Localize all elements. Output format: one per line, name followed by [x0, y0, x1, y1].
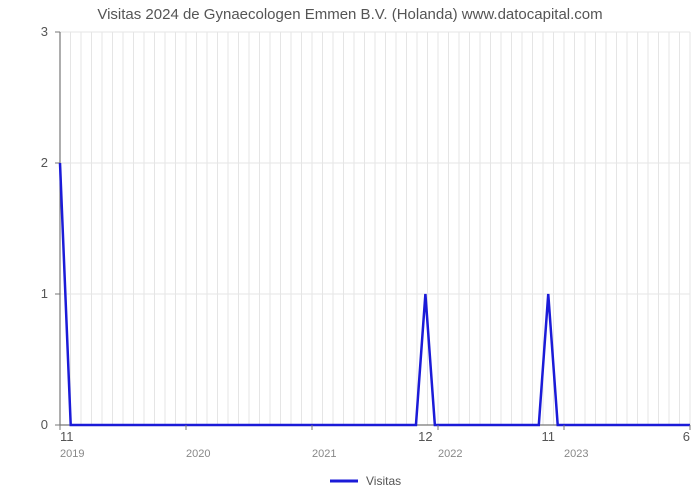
svg-text:2: 2 [41, 155, 48, 170]
svg-text:2020: 2020 [186, 448, 210, 460]
svg-text:3: 3 [41, 24, 48, 39]
svg-text:11: 11 [60, 429, 74, 444]
svg-text:2021: 2021 [312, 448, 336, 460]
svg-text:2023: 2023 [564, 448, 588, 460]
svg-text:Visitas: Visitas [366, 474, 401, 488]
svg-text:6: 6 [683, 429, 690, 444]
svg-text:2019: 2019 [60, 448, 84, 460]
svg-text:11: 11 [542, 429, 556, 444]
chart-title: Visitas 2024 de Gynaecologen Emmen B.V. … [0, 6, 700, 23]
svg-text:1: 1 [41, 286, 48, 301]
chart-svg: 0123111211620192020202120222023Visitas [0, 0, 700, 500]
svg-text:12: 12 [418, 429, 432, 444]
svg-text:2022: 2022 [438, 448, 462, 460]
chart-container: Visitas 2024 de Gynaecologen Emmen B.V. … [0, 0, 700, 500]
svg-text:0: 0 [41, 417, 48, 432]
